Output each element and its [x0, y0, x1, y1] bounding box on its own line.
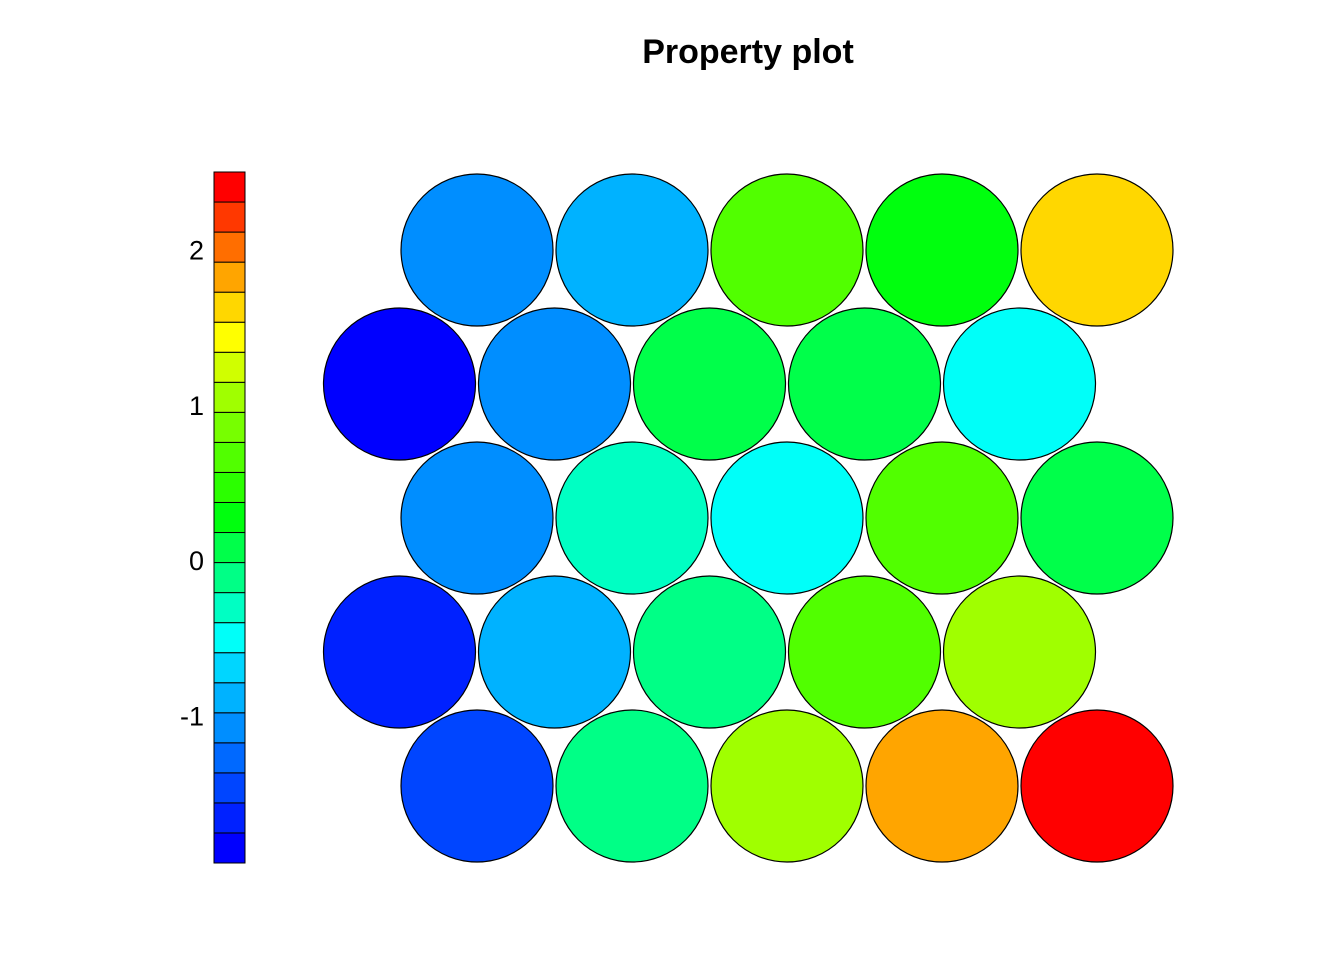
colorbar-segment: [213, 411, 246, 443]
som-node-r3-c1: [400, 441, 554, 595]
colorbar-segment: [213, 622, 246, 654]
colorbar-tick-label: 0: [189, 546, 204, 576]
colorbar-segment: [213, 471, 246, 503]
som-node-r5-c2: [555, 173, 709, 327]
colorbar-segment: [213, 712, 246, 744]
som-node-r4-c4: [787, 307, 942, 461]
colorbar: [213, 171, 246, 864]
colorbar-tick-label: 1: [189, 391, 204, 421]
colorbar-segment: [213, 652, 246, 684]
colorbar-segment: [213, 291, 246, 323]
som-node-r2-c5: [942, 575, 1097, 729]
som-node-r4-c1: [322, 307, 477, 461]
som-node-r1-c4: [865, 709, 1019, 863]
som-node-r3-c2: [555, 441, 709, 595]
colorbar-segment: [213, 772, 246, 804]
som-node-r3-c4: [865, 441, 1019, 595]
chart-title: Property plot: [642, 33, 854, 71]
colorbar-ticks: -1 0 1 2: [180, 236, 204, 732]
colorbar-segment: [213, 562, 246, 594]
som-node-grid: [322, 173, 1174, 863]
som-node-r5-c1: [400, 173, 554, 327]
colorbar-segment: [213, 832, 246, 864]
som-node-r1-c3: [710, 709, 864, 863]
som-node-r4-c3: [632, 307, 787, 461]
colorbar-segment: [213, 501, 246, 534]
colorbar-segment: [213, 802, 246, 834]
som-node-r3-c3: [710, 441, 864, 595]
colorbar-segment: [213, 532, 246, 564]
colorbar-segment: [213, 742, 246, 774]
colorbar-segment: [213, 592, 246, 624]
som-node-r4-c2: [477, 307, 632, 461]
colorbar-segment: [213, 231, 246, 263]
colorbar-segment: [213, 201, 246, 233]
colorbar-tick-label: -1: [180, 702, 204, 732]
colorbar-segment: [213, 381, 246, 413]
som-node-r5-c3: [710, 173, 864, 327]
colorbar-tick-label: 2: [189, 236, 204, 266]
som-node-r5-c5: [1020, 173, 1174, 327]
colorbar-segment: [213, 682, 246, 714]
som-node-r1-c2: [555, 709, 709, 863]
colorbar-segment: [213, 351, 246, 383]
som-node-r1-c5: [1020, 709, 1174, 863]
colorbar-segment: [213, 441, 246, 473]
som-node-r2-c1: [322, 575, 477, 729]
som-node-r1-c1: [400, 709, 554, 863]
colorbar-segment: [213, 321, 246, 353]
som-node-r4-c5: [942, 307, 1097, 461]
som-node-r5-c4: [865, 173, 1019, 327]
som-node-r3-c5: [1020, 441, 1174, 595]
som-node-r2-c4: [787, 575, 942, 729]
som-node-r2-c3: [632, 575, 787, 729]
colorbar-segment: [213, 261, 246, 293]
som-node-r2-c2: [477, 575, 632, 729]
colorbar-segment: [213, 171, 246, 203]
